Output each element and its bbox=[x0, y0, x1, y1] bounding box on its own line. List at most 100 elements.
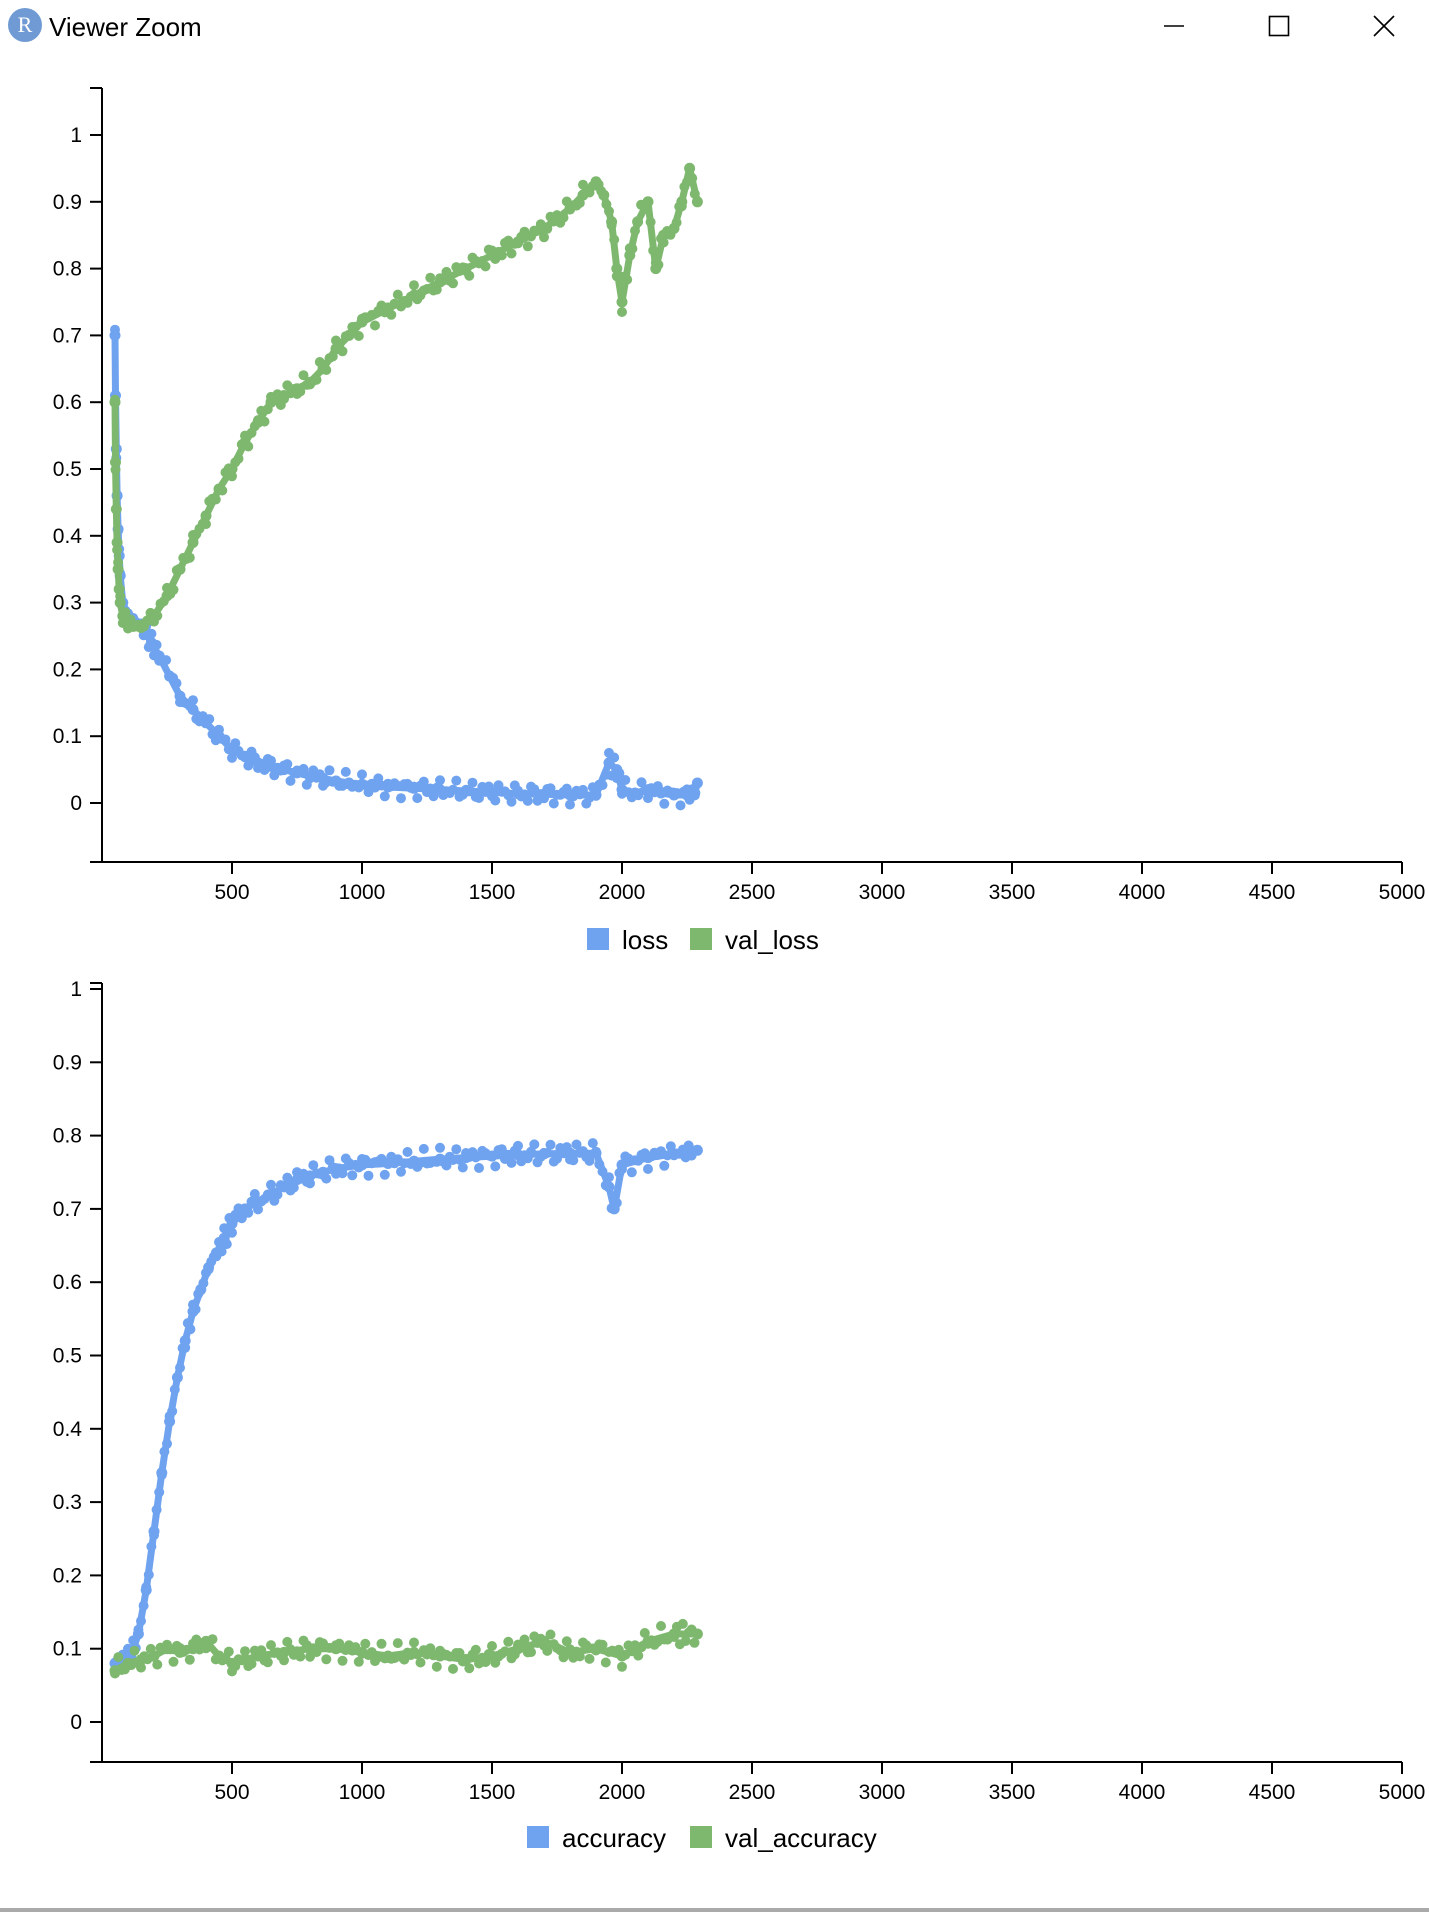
maximize-icon bbox=[1268, 15, 1290, 37]
data-point-loss bbox=[590, 789, 602, 801]
data-point bbox=[500, 1646, 510, 1657]
data-point-val_loss bbox=[356, 316, 368, 328]
data-point-loss bbox=[153, 650, 165, 662]
data-point bbox=[402, 1147, 413, 1157]
data-point-val_accuracy bbox=[460, 1654, 472, 1666]
data-point bbox=[379, 791, 390, 802]
data-point bbox=[448, 784, 458, 795]
data-point-accuracy bbox=[132, 1628, 144, 1640]
legend-label-val_accuracy[interactable]: val_accuracy bbox=[725, 1823, 877, 1853]
x-tick-label: 1500 bbox=[469, 1781, 516, 1804]
data-point-accuracy bbox=[460, 1152, 472, 1164]
x-tick-label: 4500 bbox=[1249, 1781, 1296, 1804]
data-point-loss bbox=[668, 789, 680, 801]
data-point-loss bbox=[486, 786, 498, 798]
title-bar: R Viewer Zoom bbox=[0, 0, 1429, 52]
data-point bbox=[288, 1182, 299, 1193]
data-point bbox=[353, 1656, 364, 1667]
data-point bbox=[578, 784, 588, 795]
data-point bbox=[639, 1628, 650, 1638]
data-point bbox=[151, 1504, 162, 1515]
data-point-val_loss bbox=[113, 583, 125, 595]
data-point bbox=[633, 1650, 644, 1661]
data-point bbox=[522, 795, 533, 806]
data-point-val_accuracy bbox=[109, 1665, 121, 1677]
data-point bbox=[396, 793, 406, 804]
data-point-loss bbox=[434, 784, 446, 796]
close-button[interactable] bbox=[1359, 8, 1409, 44]
data-point bbox=[565, 799, 575, 810]
y-tick-label: 0 bbox=[70, 1711, 82, 1734]
x-tick-label: 1000 bbox=[339, 881, 386, 904]
data-point-accuracy bbox=[171, 1372, 183, 1383]
data-point bbox=[112, 544, 123, 555]
data-point-val_accuracy bbox=[564, 1646, 576, 1658]
data-point-accuracy bbox=[590, 1147, 602, 1159]
data-point-accuracy bbox=[218, 1232, 230, 1244]
data-point-loss bbox=[642, 784, 654, 796]
legend-swatch-val_loss bbox=[690, 928, 712, 950]
y-tick-label: 0.6 bbox=[53, 1271, 82, 1294]
x-tick-label: 1500 bbox=[469, 881, 516, 904]
data-point-loss bbox=[460, 785, 472, 797]
data-point-loss bbox=[213, 730, 225, 742]
data-point-val_accuracy bbox=[512, 1643, 524, 1655]
data-point-val_loss bbox=[239, 436, 251, 448]
legend-label-accuracy[interactable]: accuracy bbox=[562, 1823, 666, 1853]
data-point bbox=[643, 793, 653, 804]
data-point-val_accuracy bbox=[174, 1646, 186, 1658]
data-point-val_loss bbox=[538, 223, 550, 234]
x-tick-label: 3000 bbox=[859, 1781, 906, 1804]
data-point bbox=[506, 248, 517, 259]
data-point bbox=[496, 250, 507, 261]
data-point-accuracy bbox=[265, 1188, 277, 1200]
data-point-loss bbox=[655, 787, 667, 799]
y-tick-label: 0.1 bbox=[53, 1638, 82, 1661]
data-point-loss bbox=[603, 757, 615, 769]
data-point-val_loss bbox=[434, 276, 446, 288]
data-point-val_loss bbox=[330, 343, 342, 355]
data-point-val_loss bbox=[611, 263, 623, 275]
data-point-accuracy bbox=[603, 1181, 615, 1193]
data-point bbox=[415, 1657, 426, 1668]
data-point bbox=[506, 1157, 517, 1168]
data-point bbox=[168, 1656, 179, 1667]
data-point bbox=[262, 1657, 273, 1668]
data-point-val_accuracy bbox=[642, 1635, 654, 1647]
data-point-accuracy bbox=[317, 1166, 329, 1178]
minimize-button[interactable] bbox=[1149, 8, 1199, 44]
data-point-val_loss bbox=[304, 376, 316, 388]
data-point-accuracy bbox=[291, 1174, 303, 1186]
data-point-accuracy bbox=[304, 1170, 316, 1182]
maximize-button[interactable] bbox=[1254, 8, 1304, 44]
x-tick-label: 2500 bbox=[729, 881, 776, 904]
data-point bbox=[687, 173, 698, 184]
legend-label-loss[interactable]: loss bbox=[622, 925, 668, 955]
data-point-val_accuracy bbox=[187, 1643, 199, 1655]
legend-label-val_loss[interactable]: val_loss bbox=[725, 925, 819, 955]
data-point-val_accuracy bbox=[408, 1646, 420, 1658]
data-point bbox=[146, 1541, 157, 1552]
data-point-loss bbox=[330, 775, 342, 787]
data-point-val_loss bbox=[112, 563, 124, 575]
data-point bbox=[428, 791, 439, 802]
window-bottom-border bbox=[0, 1908, 1429, 1912]
data-point bbox=[240, 1646, 250, 1657]
data-point bbox=[219, 1223, 230, 1234]
data-point bbox=[136, 1662, 146, 1673]
data-point-loss bbox=[278, 764, 290, 776]
data-point-loss bbox=[109, 329, 121, 341]
data-point-loss bbox=[239, 750, 251, 762]
data-point-loss bbox=[382, 781, 394, 793]
data-point bbox=[545, 1629, 556, 1640]
data-point bbox=[656, 1621, 666, 1631]
data-point-val_accuracy bbox=[226, 1657, 238, 1669]
data-point bbox=[363, 1170, 374, 1181]
data-point bbox=[285, 775, 296, 786]
data-point bbox=[136, 1616, 146, 1626]
data-point-val_accuracy bbox=[434, 1650, 446, 1662]
data-point-accuracy bbox=[538, 1148, 550, 1160]
data-point-val_accuracy bbox=[538, 1635, 550, 1647]
data-point-val_loss bbox=[343, 329, 355, 341]
data-point-accuracy bbox=[210, 1247, 222, 1259]
